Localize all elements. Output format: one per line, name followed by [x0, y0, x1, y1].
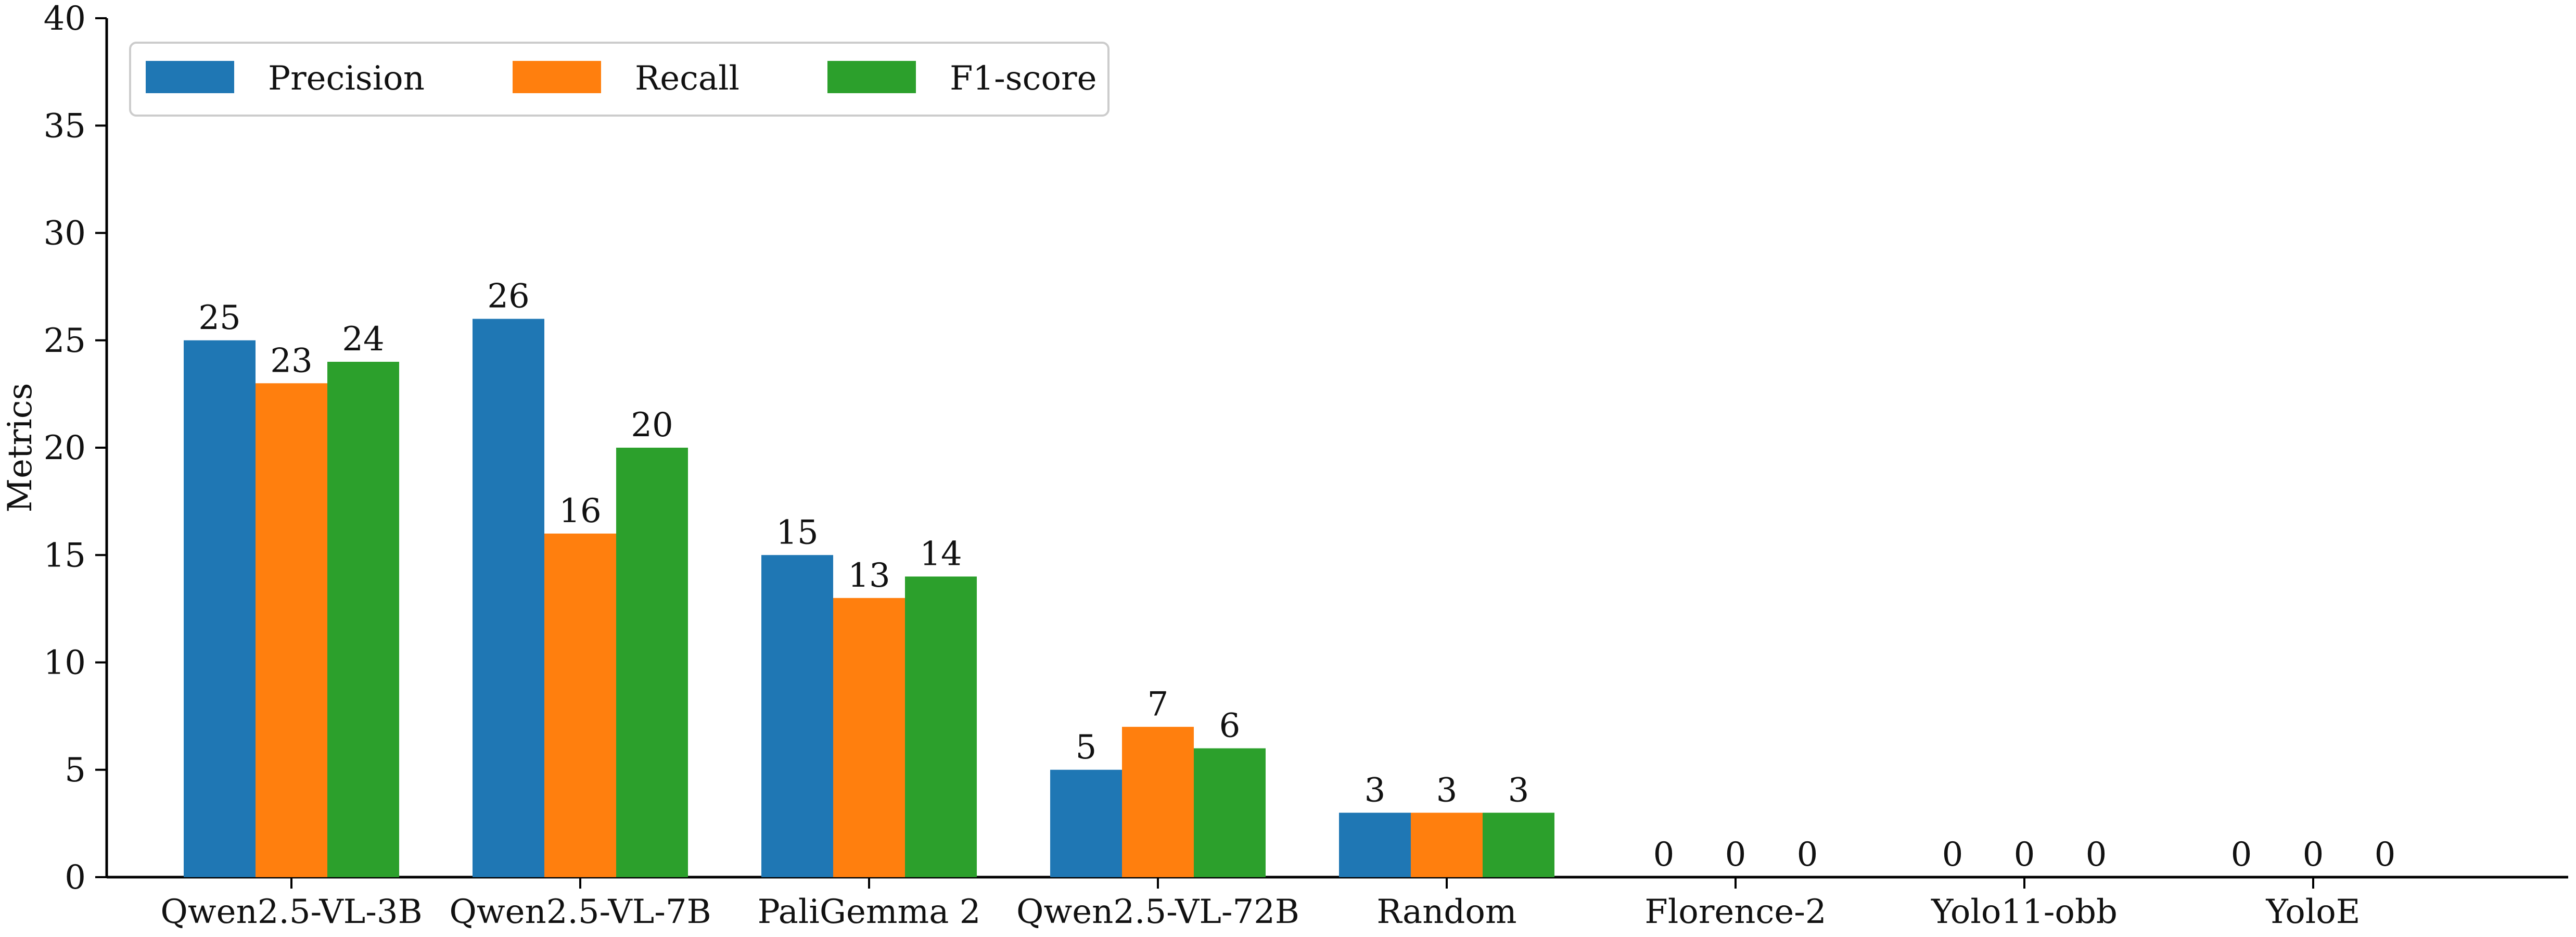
bar-value-label: 14 — [920, 535, 962, 574]
bar-value-label: 0 — [2375, 835, 2396, 874]
bar-f1-score-4 — [1483, 813, 1554, 877]
bar-value-label: 25 — [198, 299, 240, 337]
x-ticks: Qwen2.5-VL-3B Qwen2.5-VL-7B PaliGemma 2 Qwe… — [160, 877, 2360, 931]
legend-label: Recall — [635, 59, 739, 98]
bar-value-label: 23 — [270, 341, 312, 380]
bar-value-label: 0 — [2014, 835, 2035, 874]
bar-recall-4 — [1411, 813, 1483, 877]
y-tick-label: 30 — [44, 214, 86, 253]
bar-value-label: 3 — [1508, 771, 1529, 809]
bar-precision-2 — [761, 555, 833, 877]
bar-value-label: 0 — [1942, 835, 1963, 874]
y-tick-label: 15 — [44, 536, 86, 575]
bars — [184, 319, 1554, 877]
bar-value-label: 7 — [1147, 685, 1169, 724]
bar-recall-1 — [544, 534, 616, 877]
bar-value-label: 26 — [487, 277, 529, 316]
y-ticks: 0 5 10 15 20 25 30 35 40 — [44, 0, 107, 897]
y-axis-title: Metrics — [1, 383, 40, 513]
bar-value-label: 24 — [342, 320, 384, 359]
x-tick-label: YoloE — [2266, 893, 2361, 931]
bar-value-label: 13 — [848, 556, 890, 595]
bar-precision-1 — [473, 319, 544, 877]
bar-value-label: 3 — [1436, 771, 1458, 809]
bar-value-label: 0 — [2086, 835, 2107, 874]
bar-value-label: 0 — [2303, 835, 2324, 874]
x-tick-label: Yolo11-obb — [1931, 893, 2118, 931]
bar-value-label: 16 — [559, 492, 601, 530]
bar-f1-score-0 — [327, 362, 399, 877]
x-tick-label: PaliGemma 2 — [758, 893, 981, 931]
bar-f1-score-1 — [616, 448, 688, 877]
legend-label: Precision — [268, 59, 425, 98]
bar-value-label: 3 — [1364, 771, 1386, 809]
y-tick-label: 10 — [44, 644, 86, 682]
y-tick-label: 20 — [44, 429, 86, 467]
bar-f1-score-3 — [1194, 748, 1266, 877]
bar-value-label: 0 — [1725, 835, 1746, 874]
bar-recall-2 — [833, 598, 905, 877]
legend-label: F1-score — [950, 59, 1096, 98]
bar-precision-0 — [184, 340, 256, 877]
bar-precision-4 — [1339, 813, 1411, 877]
y-tick-label: 35 — [44, 107, 86, 145]
x-tick-label: Random — [1376, 893, 1516, 931]
bar-value-labels: 25 23 24 26 16 20 15 13 14 5 7 6 3 3 3 0 0 0 0 0 0 0 0 0 — [198, 277, 2395, 875]
legend-swatch-recall — [513, 61, 601, 93]
bar-f1-score-2 — [905, 576, 977, 877]
bar-value-label: 0 — [1653, 835, 1675, 874]
y-tick-label: 0 — [65, 858, 86, 897]
bar-value-label: 6 — [1219, 707, 1241, 745]
y-tick-label: 25 — [44, 322, 86, 360]
bar-recall-3 — [1122, 727, 1194, 877]
bar-value-label: 0 — [1797, 835, 1818, 874]
legend-swatch-precision — [146, 61, 234, 93]
x-tick-label: Qwen2.5-VL-7B — [449, 893, 711, 931]
bar-value-label: 20 — [631, 406, 673, 445]
x-tick-label: Qwen2.5-VL-72B — [1016, 893, 1299, 931]
bar-value-label: 0 — [2231, 835, 2252, 874]
x-tick-label: Qwen2.5-VL-3B — [160, 893, 422, 931]
x-tick-label: Florence-2 — [1644, 893, 1826, 931]
bar-precision-3 — [1050, 769, 1122, 877]
bar-recall-0 — [256, 383, 327, 877]
bar-value-label: 5 — [1076, 728, 1097, 767]
bar-value-label: 15 — [776, 513, 818, 552]
y-tick-label: 40 — [44, 0, 86, 38]
legend: Precision Recall F1-score — [129, 42, 1110, 117]
y-tick-label: 5 — [65, 751, 86, 790]
legend-swatch-f1-score — [827, 61, 916, 93]
